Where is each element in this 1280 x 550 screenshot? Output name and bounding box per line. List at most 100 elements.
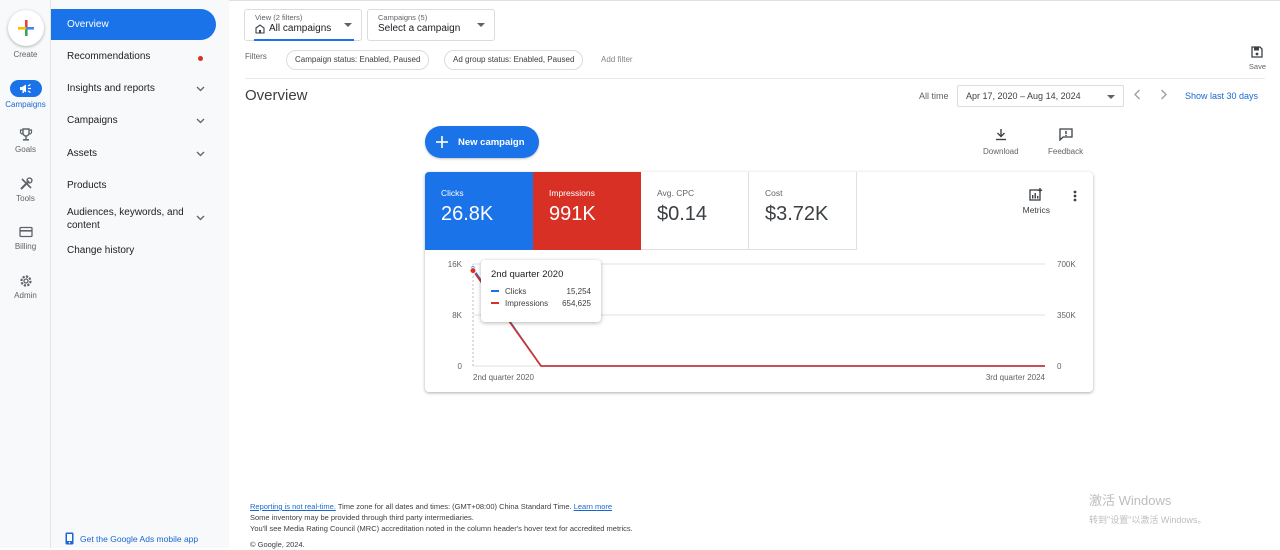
nav-label: Insights and reports bbox=[67, 83, 155, 94]
tooltip-row-name: Clicks bbox=[505, 287, 527, 296]
chevron-down-icon bbox=[196, 86, 205, 92]
page-title: Overview bbox=[245, 87, 308, 104]
download-icon bbox=[995, 129, 1006, 141]
rail-label-billing: Billing bbox=[14, 242, 37, 251]
metric-tile-clicks[interactable]: Clicks 26.8K bbox=[425, 172, 533, 250]
header-divider bbox=[245, 78, 1265, 79]
nav-item-assets[interactable]: Assets bbox=[51, 148, 216, 159]
metric-tile-cost[interactable]: Cost $3.72K bbox=[749, 172, 857, 250]
filter-chip-campaign-status[interactable]: Campaign status: Enabled, Paused bbox=[286, 50, 430, 70]
view-selector-value-row: All campaigns bbox=[255, 23, 351, 34]
metric-value: $0.14 bbox=[657, 203, 708, 225]
metric-tile-impressions[interactable]: Impressions 991K bbox=[533, 172, 641, 250]
rail-label-admin: Admin bbox=[14, 291, 37, 300]
footer-line-3: You'll see Media Rating Council (MRC) ac… bbox=[250, 524, 633, 533]
rail-item-goals[interactable]: Goals bbox=[0, 128, 51, 154]
metrics-button[interactable]: Metrics bbox=[1023, 188, 1050, 215]
data-point-impressions bbox=[469, 267, 477, 275]
rail-item-campaigns[interactable]: Campaigns bbox=[0, 80, 51, 109]
metric-name: Avg. CPC bbox=[657, 188, 695, 198]
metric-name: Cost bbox=[765, 188, 783, 198]
timezone-text: Time zone for all dates and times: (GMT+… bbox=[335, 502, 574, 511]
feedback-label: Feedback bbox=[1048, 147, 1084, 156]
metric-value: 26.8K bbox=[441, 203, 494, 225]
caret-down-icon bbox=[1107, 95, 1115, 99]
rail-label-campaigns: Campaigns bbox=[5, 100, 46, 109]
mobile-app-link[interactable]: Get the Google Ads mobile app bbox=[65, 532, 198, 545]
chart-tooltip: 2nd quarter 2020 Clicks 15,254 Impressio… bbox=[481, 260, 601, 322]
metric-name: Impressions bbox=[549, 188, 595, 198]
more-vert-icon[interactable] bbox=[1073, 190, 1077, 202]
nav-item-recommendations[interactable]: Recommendations bbox=[51, 51, 216, 62]
download-button[interactable]: Download bbox=[983, 128, 1019, 156]
nav-item-overview[interactable]: Overview bbox=[51, 9, 216, 40]
date-range-value: Apr 17, 2020 – Aug 14, 2024 bbox=[966, 91, 1081, 101]
learn-more-link[interactable]: Learn more bbox=[573, 502, 613, 511]
rail-item-admin[interactable]: Admin bbox=[0, 274, 51, 300]
show-last-30-days-link[interactable]: Show last 30 days bbox=[1185, 91, 1259, 101]
tooltip-row-clicks: Clicks 15,254 bbox=[491, 287, 591, 299]
y-left-tick-label: 16K bbox=[448, 260, 463, 269]
realtime-link[interactable]: Reporting is not real-time. bbox=[250, 502, 336, 511]
page-footer: Reporting is not real-time. Time zone fo… bbox=[250, 501, 633, 550]
y-right-tick-label: 700K bbox=[1057, 260, 1076, 269]
metric-tile-avg-cpc[interactable]: Avg. CPC $0.14 bbox=[641, 172, 749, 250]
left-rail: Create Campaigns Goals bbox=[0, 0, 51, 548]
x-tick-label: 2nd quarter 2020 bbox=[473, 373, 534, 382]
tooltip-row-impressions: Impressions 654,625 bbox=[491, 299, 591, 311]
footer-line-1: Reporting is not real-time. Time zone fo… bbox=[250, 501, 633, 512]
all-time-label: All time bbox=[919, 91, 949, 101]
filter-chip-ad-group-status[interactable]: Ad group status: Enabled, Paused bbox=[444, 50, 584, 70]
footer-line-2: Some inventory may be provided through t… bbox=[250, 513, 474, 522]
nav-label: Audiences, keywords, and content bbox=[67, 207, 184, 231]
metric-value: $3.72K bbox=[765, 203, 829, 225]
rail-item-billing[interactable]: Billing bbox=[0, 225, 51, 251]
nav-label: Campaigns bbox=[67, 115, 118, 126]
side-nav: Overview Recommendations Insights and re… bbox=[51, 0, 229, 548]
tooltip-title: 2nd quarter 2020 bbox=[491, 269, 564, 280]
campaign-selector-label: Campaigns (5) bbox=[378, 13, 428, 22]
watermark-line-2: 转到"设置"以激活 Windows。 bbox=[1089, 515, 1207, 525]
nav-item-campaigns[interactable]: Campaigns bbox=[51, 115, 216, 126]
legend-swatch-clicks bbox=[491, 290, 499, 292]
filters-label: Filters bbox=[245, 52, 267, 61]
nav-item-insights[interactable]: Insights and reports bbox=[51, 83, 216, 94]
view-selector-value: All campaigns bbox=[269, 23, 332, 34]
chevron-down-icon bbox=[196, 215, 205, 221]
new-campaign-button[interactable]: New campaign bbox=[425, 126, 539, 158]
add-chart-icon bbox=[1029, 188, 1043, 201]
y-left-tick-label: 0 bbox=[458, 362, 463, 371]
nav-label: Recommendations bbox=[67, 51, 151, 62]
nav-item-change-history[interactable]: Change history bbox=[51, 245, 216, 256]
chevron-right-icon bbox=[1161, 89, 1167, 100]
notification-dot bbox=[198, 56, 203, 61]
save-button[interactable]: Save bbox=[1249, 46, 1266, 71]
add-filter-button[interactable]: Add filter bbox=[601, 55, 633, 64]
campaign-selector[interactable]: Campaigns (5) Select a campaign bbox=[367, 9, 495, 41]
save-icon bbox=[1251, 46, 1264, 58]
legend-swatch-impressions bbox=[491, 302, 499, 304]
nav-item-audiences[interactable]: Audiences, keywords, and content bbox=[51, 206, 216, 232]
next-period-button[interactable] bbox=[1160, 88, 1168, 103]
rail-item-tools[interactable]: Tools bbox=[0, 177, 51, 203]
trophy-icon bbox=[19, 128, 32, 141]
view-selector-label: View (2 filters) bbox=[255, 13, 303, 22]
caret-down-icon bbox=[477, 23, 485, 27]
date-range-picker[interactable]: Apr 17, 2020 – Aug 14, 2024 bbox=[957, 85, 1124, 107]
previous-period-button[interactable] bbox=[1133, 88, 1141, 103]
save-label: Save bbox=[1248, 62, 1266, 71]
view-selector[interactable]: View (2 filters) All campaigns bbox=[244, 9, 362, 41]
plus-icon bbox=[7, 10, 44, 46]
create-button[interactable]: Create bbox=[0, 0, 51, 59]
metrics-label: Metrics bbox=[1022, 205, 1050, 215]
tools-icon bbox=[19, 177, 33, 190]
chevron-down-icon bbox=[196, 118, 205, 124]
nav-item-products[interactable]: Products bbox=[51, 180, 216, 191]
copyright: © Google, 2024. bbox=[250, 540, 305, 549]
windows-activation-watermark: 激活 Windows 转到"设置"以激活 Windows。 bbox=[1089, 490, 1206, 526]
nav-label: Overview bbox=[67, 19, 109, 30]
nav-label: Change history bbox=[67, 245, 135, 256]
store-icon bbox=[255, 23, 265, 34]
megaphone-icon bbox=[9, 80, 42, 97]
feedback-button[interactable]: Feedback bbox=[1048, 128, 1083, 156]
